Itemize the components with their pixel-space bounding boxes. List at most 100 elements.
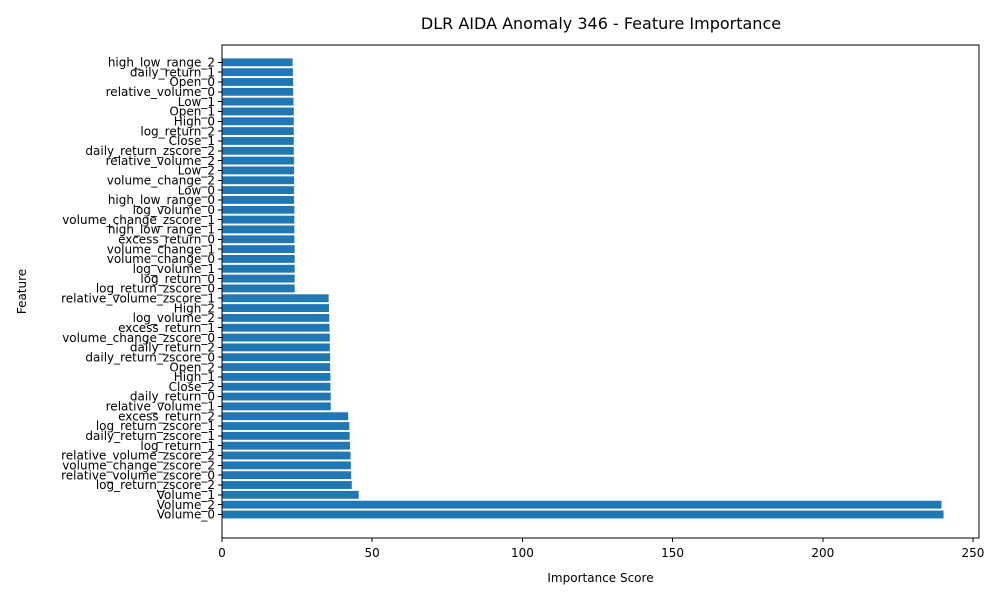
y-tick-label: excess_return_1 (118, 321, 215, 335)
bar-Open_2 (222, 363, 331, 371)
y-tick-label: Open_0 (169, 75, 215, 89)
bar-relative_volume_zscore_0 (222, 471, 352, 480)
y-tick-label: High_1 (174, 370, 215, 384)
bar-log_volume_2 (222, 313, 330, 322)
bar-high_low_range_1 (222, 225, 295, 234)
y-tick-label: relative_volume_1 (106, 400, 215, 414)
bar-daily_return_zscore_0 (222, 353, 331, 362)
bar-daily_return_2 (222, 343, 330, 352)
bar-log_return_1 (222, 441, 350, 450)
y-tick-label: Volume_0 (157, 508, 215, 522)
bar-Volume_0 (222, 510, 944, 519)
y-tick-label: log_return_zscore_0 (96, 282, 215, 296)
y-tick-label: relative_volume_0 (106, 85, 215, 99)
bar-relative_volume_1 (222, 402, 331, 411)
bar-High_0 (222, 117, 294, 126)
y-tick-label: high_low_range_0 (108, 193, 215, 207)
bar-excess_return_2 (222, 412, 349, 421)
y-tick-label: daily_return_0 (130, 390, 215, 404)
bar-relative_volume_0 (222, 87, 294, 96)
bar-daily_return_1 (222, 68, 293, 77)
bars-group (222, 58, 944, 519)
y-tick-label: daily_return_zscore_2 (85, 144, 215, 158)
bar-high_low_range_2 (222, 58, 293, 67)
bar-log_volume_1 (222, 264, 295, 273)
y-tick-label: Close_2 (169, 380, 215, 394)
bar-volume_change_0 (222, 254, 295, 263)
x-tick-label: 0 (218, 546, 226, 560)
y-tick-label: volume_change_1 (107, 242, 215, 256)
y-tick-label: Low_2 (178, 164, 215, 178)
y-tick-label: excess_return_2 (118, 409, 215, 423)
x-tick-label: 200 (811, 546, 834, 560)
bar-excess_return_0 (222, 235, 295, 244)
y-tick-label: relative_volume_2 (106, 154, 215, 168)
chart-title: DLR AIDA Anomaly 346 - Feature Importanc… (421, 14, 781, 33)
y-tick-label: log_return_1 (140, 439, 215, 453)
bar-Volume_2 (222, 500, 942, 509)
bar-Close_1 (222, 137, 294, 145)
y-tick-label: high_low_range_1 (108, 223, 215, 237)
y-tick-label: Open_2 (169, 360, 215, 374)
bar-daily_return_0 (222, 392, 331, 401)
x-axis-ticks: 0 50 100 150 200 250 (218, 538, 984, 560)
y-tick-label: daily_return_1 (130, 65, 215, 79)
bar-volume_change_zscore_0 (222, 333, 330, 342)
y-tick-label: relative_volume_zscore_2 (61, 449, 215, 463)
bar-log_return_0 (222, 274, 295, 283)
x-axis-label: Importance Score (547, 571, 653, 585)
x-tick-label: 250 (962, 546, 985, 560)
bar-Volume_1 (222, 490, 359, 499)
y-tick-label: log_return_zscore_2 (96, 478, 215, 492)
bar-high_low_range_0 (222, 196, 295, 204)
x-tick-label: 100 (511, 546, 534, 560)
y-tick-label: Low_1 (178, 95, 215, 109)
x-tick-label: 150 (661, 546, 684, 560)
y-tick-label: Close_1 (169, 134, 215, 148)
bar-daily_return_zscore_2 (222, 146, 294, 155)
bar-log_return_zscore_2 (222, 481, 352, 489)
y-tick-label: relative_volume_zscore_0 (61, 468, 215, 482)
bar-excess_return_1 (222, 323, 330, 332)
y-tick-label: high_low_range_2 (108, 56, 215, 70)
y-tick-label: volume_change_0 (107, 252, 215, 266)
y-tick-label: daily_return_zscore_1 (85, 429, 215, 443)
y-tick-label: Open_1 (169, 105, 215, 119)
bar-relative_volume_zscore_2 (222, 451, 351, 460)
bar-log_return_2 (222, 127, 294, 136)
y-tick-label: log_return_2 (140, 124, 215, 138)
y-tick-label: High_2 (174, 301, 215, 315)
bar-log_return_zscore_0 (222, 284, 295, 293)
bar-Open_0 (222, 78, 294, 86)
y-tick-label: Low_0 (178, 183, 215, 197)
bar-Close_2 (222, 382, 331, 391)
y-tick-label: daily_return_zscore_0 (85, 350, 215, 364)
y-tick-label: log_return_zscore_1 (96, 419, 215, 433)
bar-volume_change_2 (222, 176, 295, 185)
y-tick-label: log_volume_2 (133, 311, 215, 325)
bar-daily_return_zscore_1 (222, 431, 350, 440)
y-tick-label: volume_change_zscore_1 (62, 213, 215, 227)
bar-volume_change_1 (222, 245, 295, 254)
y-tick-label: log_return_0 (140, 272, 215, 286)
y-tick-label: excess_return_0 (118, 232, 215, 246)
bar-volume_change_zscore_2 (222, 461, 351, 470)
bar-High_1 (222, 372, 331, 381)
plot-frame (221, 44, 980, 539)
y-tick-label: volume_change_2 (107, 173, 215, 187)
bar-log_volume_0 (222, 205, 295, 214)
bar-High_2 (222, 304, 329, 313)
y-tick-label: High_0 (174, 115, 215, 129)
y-tick-label: volume_change_zscore_2 (62, 459, 215, 473)
y-tick-label: volume_change_zscore_0 (62, 331, 215, 345)
y-tick-label: Volume_2 (157, 498, 215, 512)
bar-Low_0 (222, 186, 295, 195)
y-tick-label: log_volume_1 (133, 262, 215, 276)
x-tick-label: 50 (365, 546, 380, 560)
y-axis-ticks: Volume_0Volume_2Volume_1log_return_zscor… (61, 56, 222, 522)
y-tick-label: Volume_1 (157, 488, 215, 502)
bar-relative_volume_2 (222, 156, 295, 165)
y-tick-label: relative_volume_zscore_1 (61, 291, 215, 305)
y-tick-label: log_volume_0 (133, 203, 215, 217)
bar-Low_2 (222, 166, 295, 175)
